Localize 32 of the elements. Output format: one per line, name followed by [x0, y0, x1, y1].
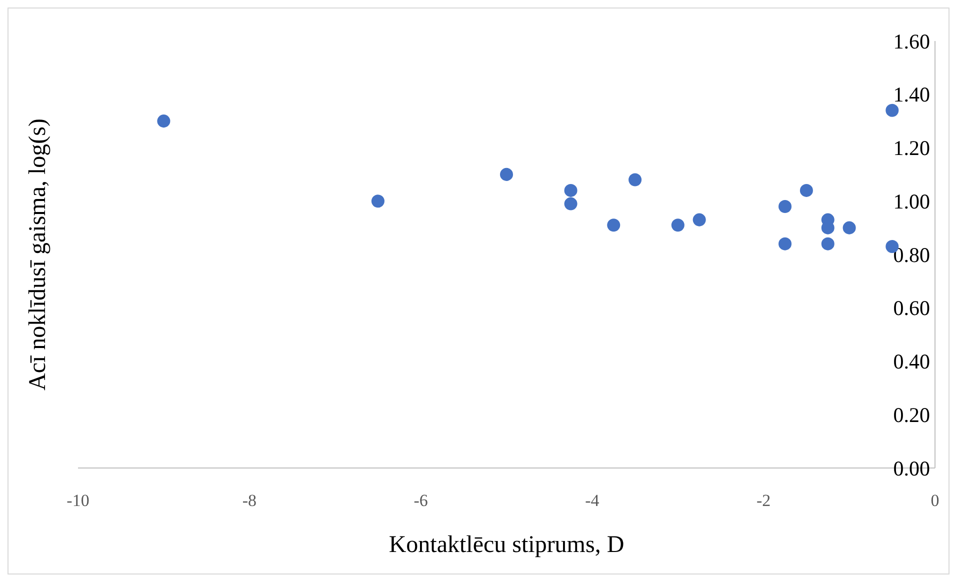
x-tick-label: 0: [930, 491, 940, 510]
y-tick-label: 1.60: [893, 29, 930, 54]
x-tick-label: -2: [756, 491, 771, 510]
y-tick-label: 0.00: [893, 456, 930, 480]
point: [564, 184, 578, 197]
y-tick-label: 0.60: [893, 296, 930, 320]
point: [886, 104, 899, 117]
point: [371, 194, 384, 208]
y-tick-label: 0.40: [893, 350, 930, 374]
point: [778, 237, 792, 250]
y-tick-label: 1.00: [893, 189, 930, 214]
point: [500, 168, 514, 181]
point: [778, 200, 792, 213]
y-axis-title: Acī noklīdusī gaisma, log(s): [25, 118, 51, 390]
y-tick-label: 0.20: [893, 402, 930, 427]
point: [564, 197, 578, 210]
point: [692, 213, 706, 226]
y-tick-label: 1.20: [893, 136, 930, 160]
point: [628, 173, 642, 186]
point: [800, 184, 813, 197]
y-tick-label: 1.40: [893, 82, 930, 107]
x-tick-label: -6: [414, 491, 428, 510]
x-tick-label: -4: [585, 491, 600, 510]
x-axis-title: Kontaktlēcu stiprums, D: [388, 532, 624, 558]
point: [671, 218, 684, 232]
point: [607, 218, 620, 232]
point: [842, 221, 856, 234]
x-tick-label: -8: [242, 491, 256, 510]
point: [157, 114, 170, 128]
point: [821, 237, 834, 250]
x-tick-label: -10: [66, 491, 90, 510]
y-tick-label: 0.80: [893, 242, 930, 267]
